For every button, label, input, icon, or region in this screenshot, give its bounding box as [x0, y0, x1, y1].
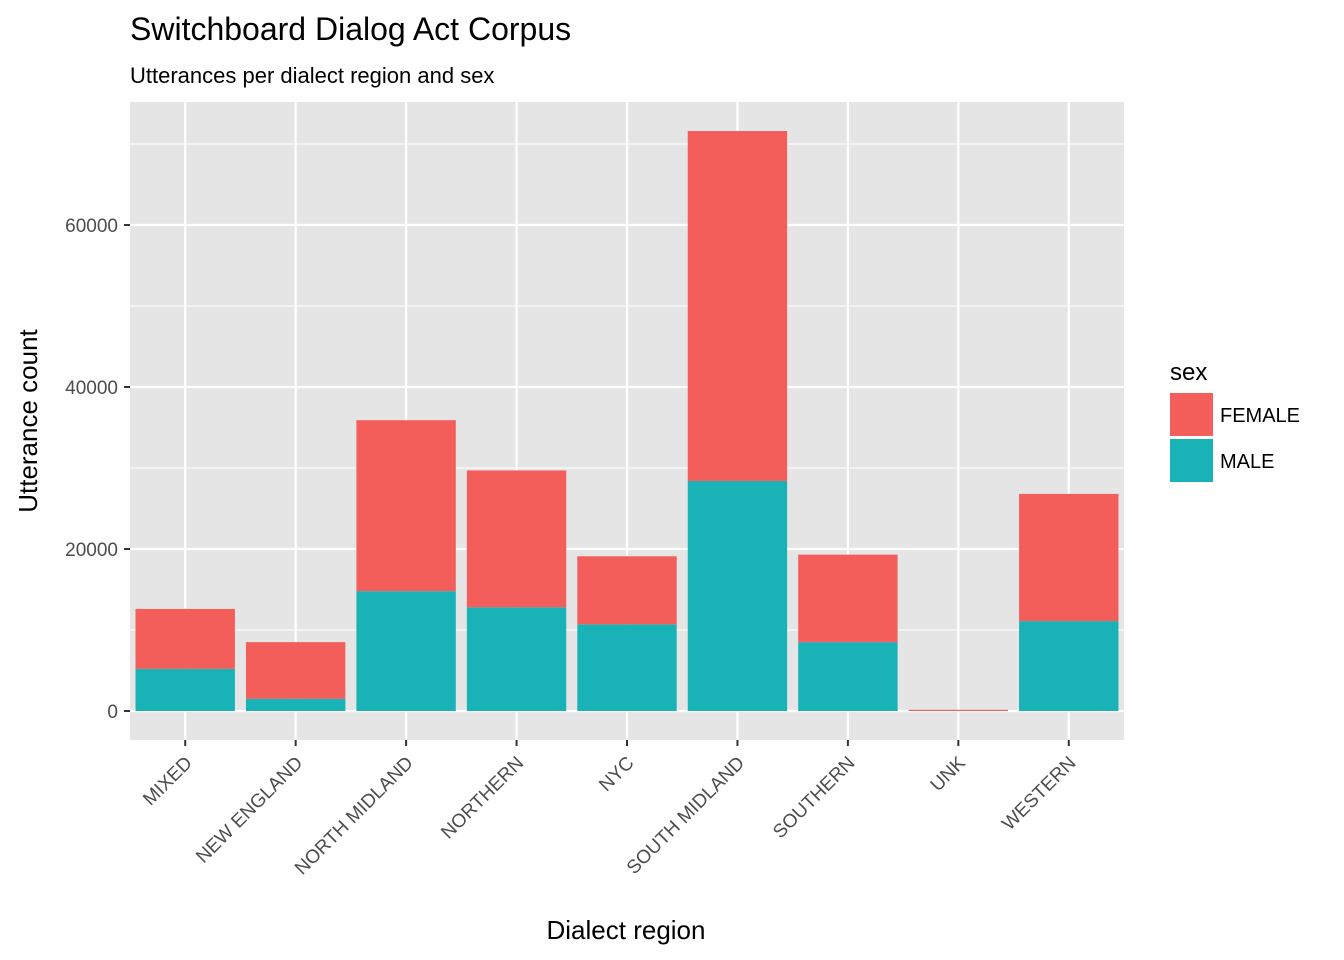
legend-label: FEMALE — [1220, 405, 1300, 427]
x-tick-label: NORTHERN — [437, 753, 528, 844]
y-tick-label: 60000 — [65, 216, 118, 237]
legend-key-male — [1170, 439, 1213, 482]
x-tick-label: UNK — [927, 752, 970, 795]
legend-key-female — [1170, 393, 1213, 436]
bars — [135, 131, 1119, 711]
bar-female — [798, 554, 898, 643]
legend: sex FEMALE MALE — [1170, 359, 1300, 482]
bar-female — [687, 131, 788, 481]
bar-female — [577, 556, 677, 625]
y-axis: 0 20000 40000 60000 — [65, 216, 130, 723]
chart-subtitle: Utterances per dialect region and sex — [130, 63, 494, 88]
x-axis-title: Dialect region — [547, 915, 706, 945]
y-axis-title: Utterance count — [13, 328, 43, 512]
y-tick-label: 0 — [107, 702, 118, 723]
bar-male — [577, 624, 677, 711]
bar-female — [135, 608, 235, 669]
bar-male — [798, 642, 898, 711]
bar-male — [356, 591, 456, 711]
bar-female — [356, 420, 456, 592]
bar-female — [245, 642, 346, 699]
bar-male — [245, 698, 346, 711]
legend-title: sex — [1170, 359, 1207, 386]
x-tick-label: NORTH MIDLAND — [291, 753, 418, 880]
bar-female — [1019, 493, 1119, 622]
x-tick-label: NYC — [595, 753, 638, 796]
bar-male — [1019, 621, 1119, 711]
chart-title: Switchboard Dialog Act Corpus — [130, 11, 571, 47]
bar-female — [908, 709, 1009, 711]
legend-label: MALE — [1220, 451, 1274, 473]
y-tick-label: 20000 — [65, 540, 118, 561]
bar-male — [466, 607, 567, 711]
bar-male — [687, 480, 788, 711]
x-tick-label: SOUTH MIDLAND — [623, 753, 749, 879]
x-tick-label: MIXED — [139, 753, 196, 810]
x-tick-label: SOUTHERN — [769, 753, 859, 843]
y-tick-label: 40000 — [65, 378, 118, 399]
bar-male — [135, 668, 235, 711]
x-tick-label: WESTERN — [998, 753, 1080, 835]
bar-female — [466, 470, 567, 608]
legend-items: FEMALE MALE — [1170, 393, 1300, 482]
x-tick-label: NEW ENGLAND — [192, 753, 307, 868]
